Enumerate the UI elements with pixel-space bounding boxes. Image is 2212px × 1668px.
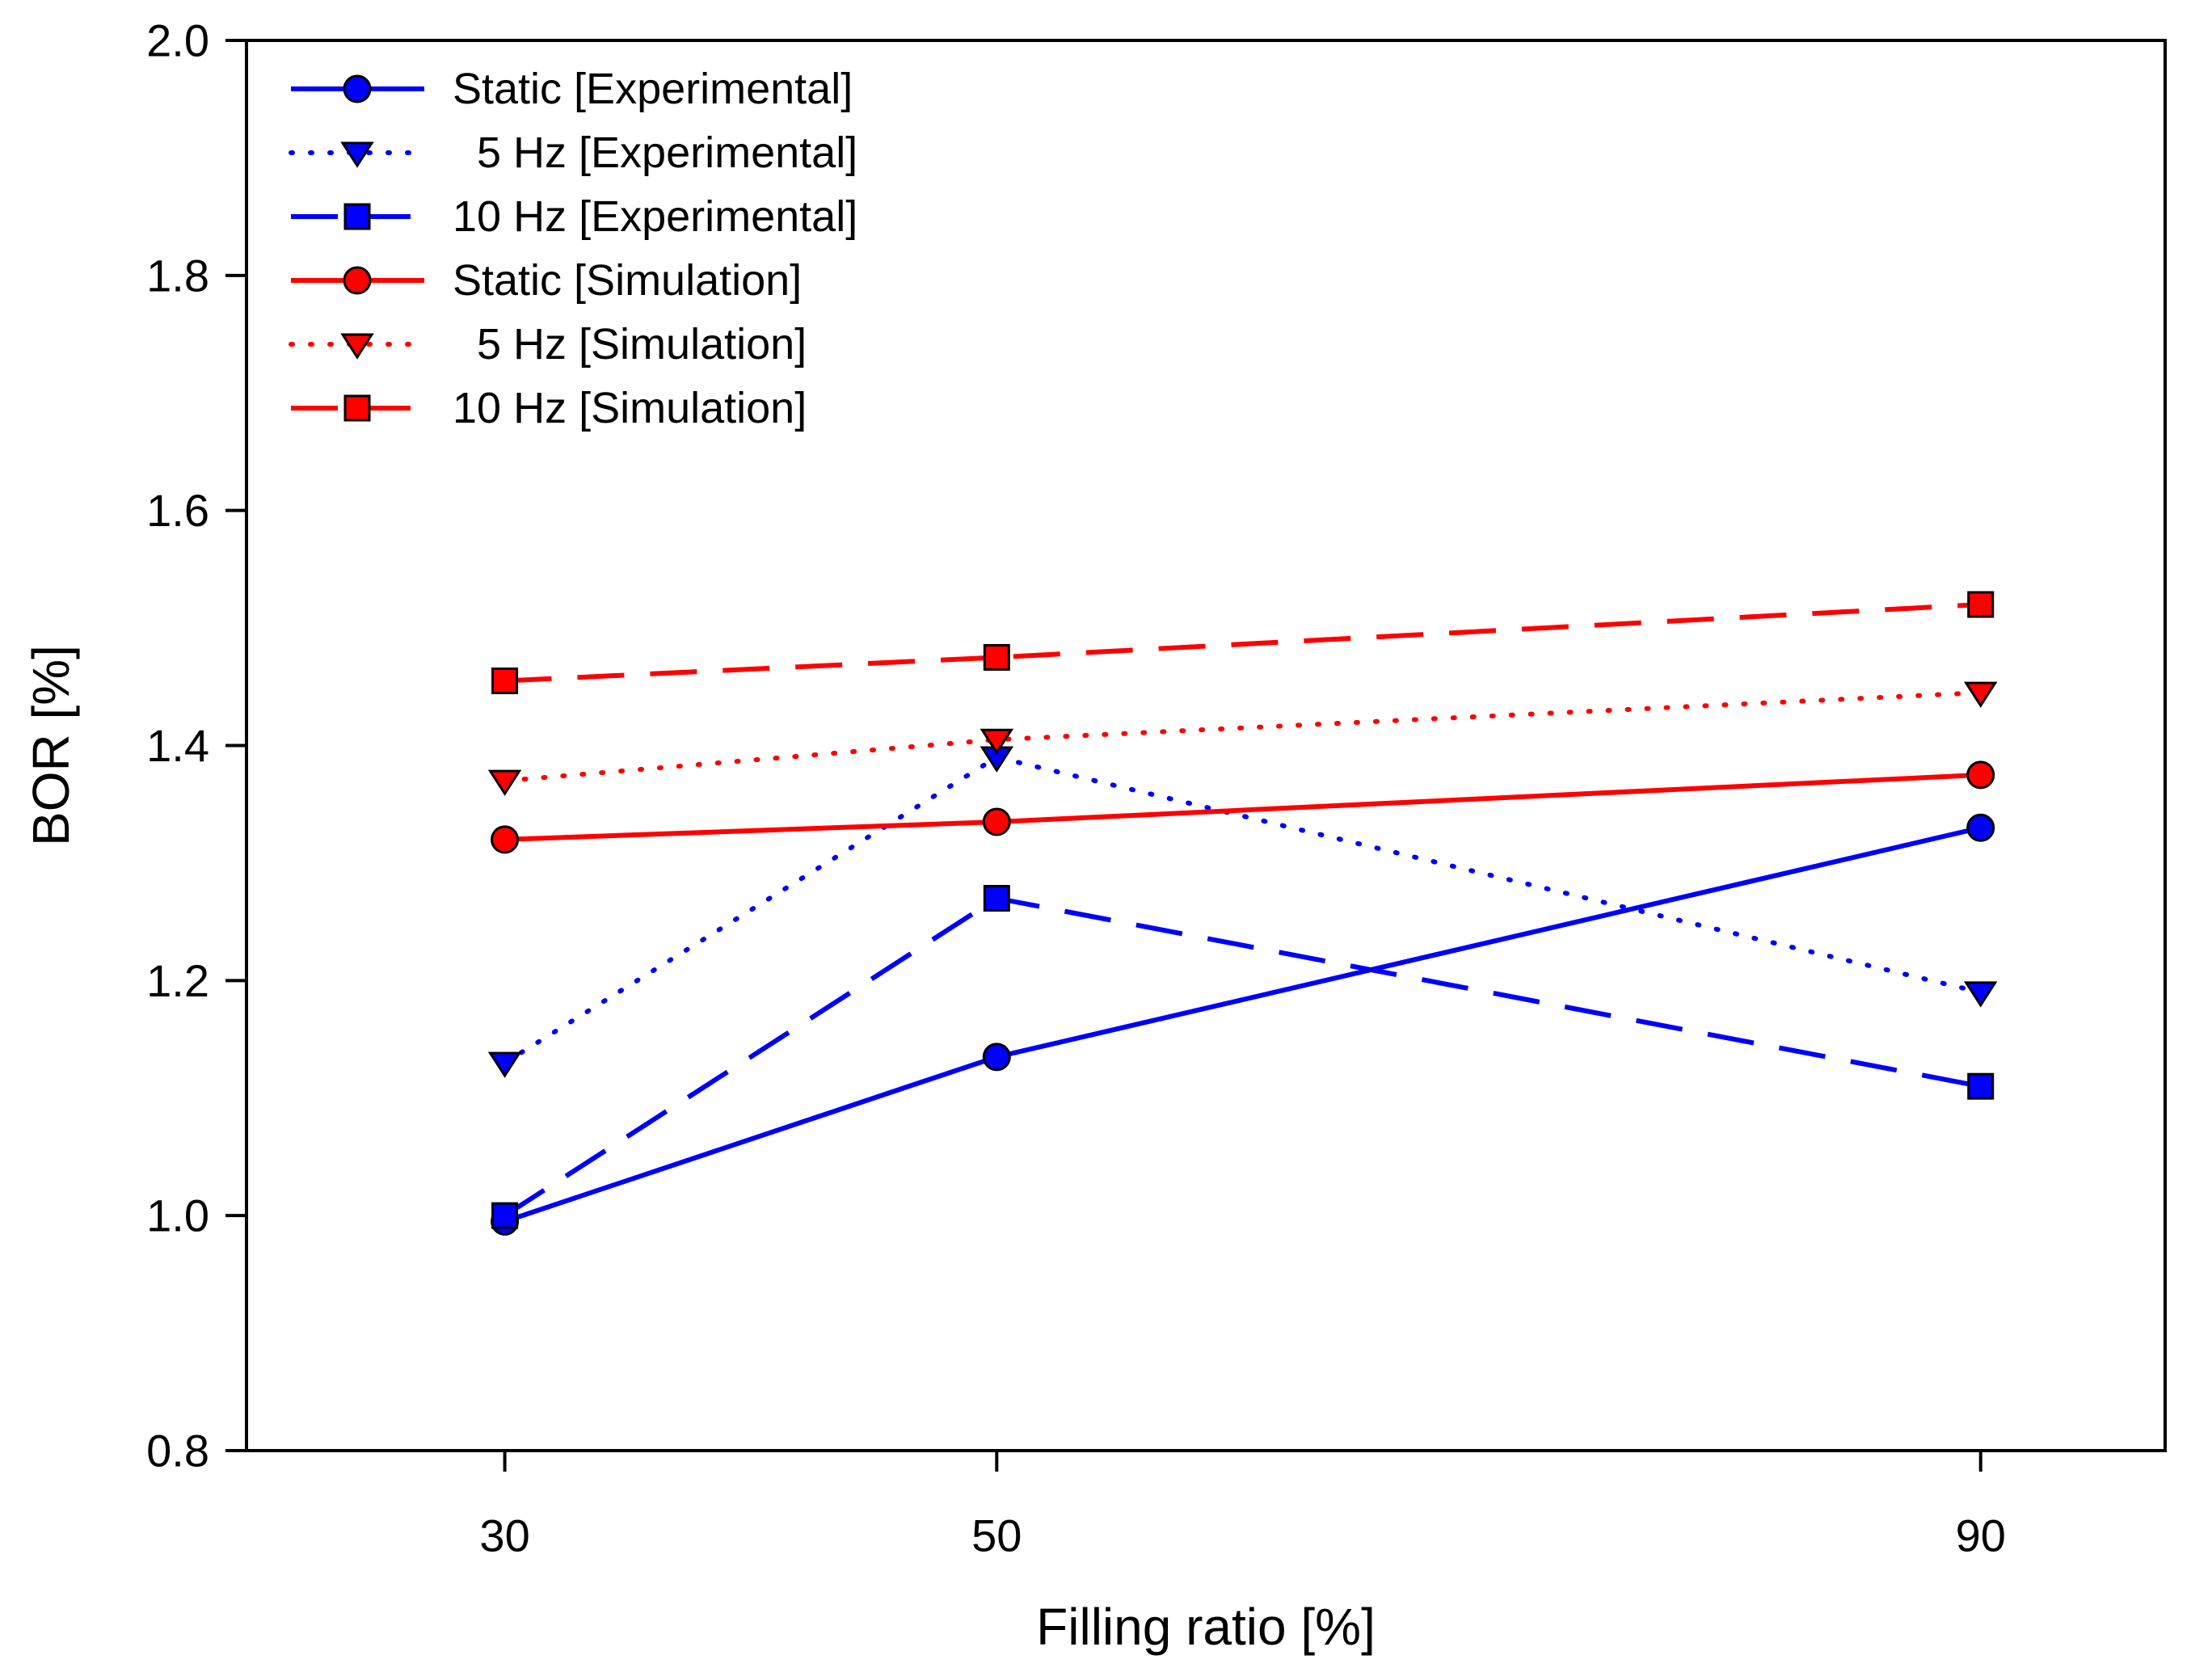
legend-item: 5 Hz [Experimental] [289, 128, 857, 177]
y-tick-label: 1.6 [146, 485, 209, 536]
legend-item: 10 Hz [Experimental] [291, 192, 857, 241]
data-point-marker [343, 203, 371, 230]
series-10-hz-experimental- [491, 885, 1995, 1229]
data-point-marker [1966, 760, 1995, 790]
y-tick-label: 0.8 [146, 1426, 209, 1476]
data-point-marker [343, 394, 371, 422]
data-point-marker [980, 728, 1014, 756]
series-line [503, 825, 1982, 1224]
data-point-marker [487, 1051, 522, 1078]
series-10-hz-simulation- [491, 591, 1995, 695]
series-line [504, 772, 1981, 842]
series-line [504, 602, 1981, 684]
data-point-marker [982, 807, 1011, 836]
data-point-marker [340, 141, 374, 168]
legend-label: 5 Hz [Experimental] [453, 128, 857, 177]
series-line [502, 690, 1983, 784]
legend-item: 5 Hz [Simulation] [289, 320, 807, 369]
series-line [503, 895, 1982, 1218]
legend-item: Static [Experimental] [291, 65, 853, 113]
y-tick-label: 1.0 [146, 1190, 209, 1241]
series-5-hz-experimental- [487, 746, 1998, 1078]
data-point-marker [487, 769, 522, 796]
series-5-hz-simulation- [487, 681, 1998, 796]
data-point-marker [491, 668, 519, 695]
y-tick-label: 1.4 [146, 720, 209, 771]
legend-label: Static [Experimental] [453, 65, 853, 113]
x-tick-label: 30 [479, 1510, 529, 1561]
data-point-marker [983, 885, 1010, 912]
data-point-marker [491, 1202, 519, 1229]
y-axis-title: BOR [%] [22, 645, 80, 846]
legend-item: 10 Hz [Simulation] [291, 384, 807, 432]
legend-label: 10 Hz [Simulation] [453, 384, 807, 432]
data-point-marker [983, 643, 1010, 671]
data-point-marker [491, 825, 520, 854]
plot-frame [245, 39, 2167, 1452]
data-point-marker [1967, 1072, 1995, 1100]
data-point-marker [340, 333, 374, 360]
series-static-simulation- [491, 760, 1995, 854]
legend-item: Static [Simulation] [291, 256, 802, 305]
y-tick-label: 1.8 [146, 250, 209, 301]
legend-label: Static [Simulation] [453, 256, 802, 305]
legend-label: 10 Hz [Experimental] [453, 192, 857, 241]
data-point-marker [982, 1042, 1011, 1072]
legend-label: 5 Hz [Simulation] [453, 320, 807, 369]
y-tick-label: 2.0 [146, 15, 209, 66]
legend: Static [Experimental] 5 Hz [Experimental… [289, 65, 857, 432]
series-static-experimental- [491, 813, 1995, 1236]
data-point-marker [1963, 981, 1998, 1008]
x-tick-label: 90 [1956, 1510, 2006, 1561]
data-point-marker [343, 266, 372, 295]
data-point-marker [1967, 591, 1995, 618]
data-point-marker [1966, 813, 1995, 842]
x-tick-label: 50 [971, 1510, 1022, 1561]
x-axis-title: Filling ratio [%] [1036, 1598, 1376, 1656]
data-point-marker [343, 74, 372, 103]
data-point-marker [1963, 681, 1998, 708]
series-line [502, 754, 1983, 1066]
y-tick-label: 1.2 [146, 955, 209, 1006]
